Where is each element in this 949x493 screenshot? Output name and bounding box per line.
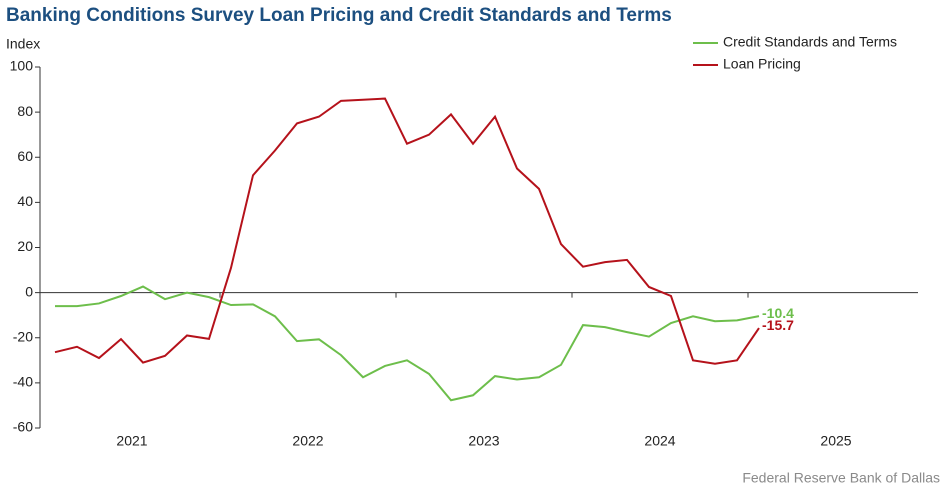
y-tick-label: 0 [25, 283, 33, 299]
chart-title: Banking Conditions Survey Loan Pricing a… [6, 5, 672, 26]
y-tick-label: 40 [17, 193, 33, 209]
y-axis-label: Index [6, 36, 40, 52]
y-tick-label: -20 [13, 328, 33, 344]
y-tick-label: 100 [10, 58, 34, 74]
legend-label: Credit Standards and Terms [723, 34, 897, 50]
end-value-label: -10.4 [762, 305, 794, 321]
y-tick-label: 20 [17, 238, 33, 254]
x-tick-label: 2023 [468, 433, 499, 449]
x-tick-label: 2022 [292, 433, 323, 449]
series-line [54, 97, 760, 365]
x-tick-label: 2024 [644, 433, 675, 449]
x-tick-label: 2025 [820, 433, 851, 449]
legend-label: Loan Pricing [723, 56, 801, 72]
x-tick-label: 2021 [116, 433, 147, 449]
y-tick-label: -40 [13, 374, 33, 390]
end-value-label: -15.7 [762, 317, 794, 333]
y-tick-label: 80 [17, 103, 33, 119]
y-tick-label: -60 [13, 419, 33, 435]
y-tick-label: 60 [17, 148, 33, 164]
source: Federal Reserve Bank of Dallas [742, 470, 940, 486]
series-line [55, 285, 760, 402]
